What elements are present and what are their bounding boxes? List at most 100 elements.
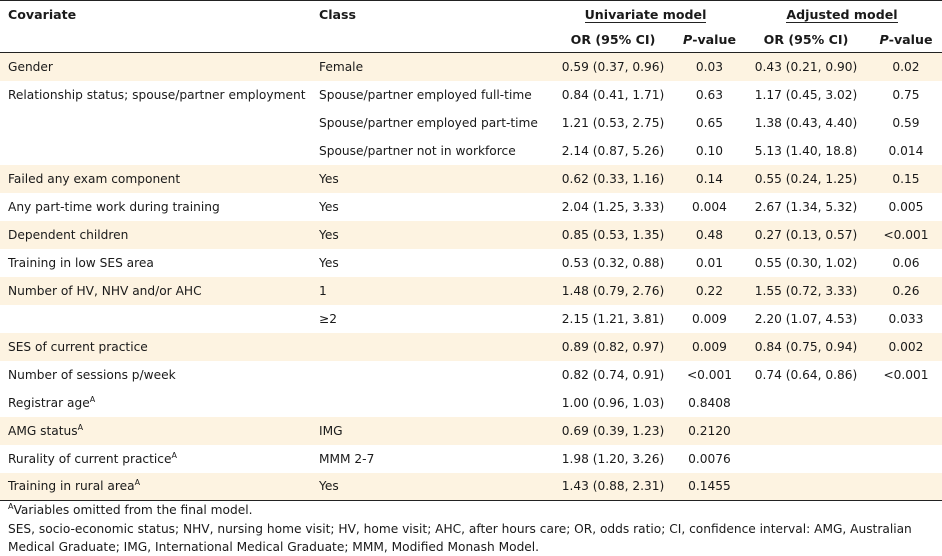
univariate-or-cell: 0.62 (0.33, 1.16) [549,164,677,193]
adjusted-p-cell: 0.014 [888,143,924,158]
class-cell: Yes [319,199,339,214]
class-cell: Yes [319,255,339,270]
univariate-p-cell: 0.8408 [688,395,731,410]
header-row-1: Covariate Class Univariate model Adjuste… [0,0,942,28]
covariate-cell: Gender [0,52,311,81]
adjusted-p-cell: <0.001 [870,220,942,249]
adjusted-or-cell: 1.55 (0.72, 3.33) [742,276,870,305]
class-cell: Yes [311,220,549,249]
omitted-footnote: AVariables omitted from the final model. [8,501,253,517]
univariate-or-cell: 0.82 (0.74, 0.91) [561,367,665,382]
adjusted-or-cell: 2.67 (1.34, 5.32) [754,199,858,214]
univariate-or-header: OR (95% CI) [549,27,677,53]
univariate-p-cell: 0.009 [692,311,727,326]
covariate-cell: Number of HV, NHV and/or AHC [0,276,311,305]
class-cell [311,332,549,361]
adjusted-or-cell: 0.55 (0.24, 1.25) [742,164,870,193]
table-row: Registrar ageA 1.00 (0.96, 1.03) 0.8408 [0,389,942,417]
adjusted-or-cell [742,445,870,473]
univariate-p-cell: 0.1455 [677,472,742,501]
table-row: Failed any exam component Yes 0.62 (0.33, … [0,164,942,193]
covariate-cell [0,137,311,165]
univariate-p-cell: 0.48 [677,220,742,249]
univariate-or-cell: 2.14 (0.87, 5.26) [561,143,665,158]
adjusted-or-cell: 0.74 (0.64, 0.86) [754,367,858,382]
covariate-cell: Relationship status; spouse/partner empl… [8,87,306,102]
table-row: Number of sessions p/week 0.82 (0.74, 0.9… [0,361,942,389]
univariate-label: Univariate model [584,6,707,23]
adjusted-or-cell [742,389,870,417]
table-row: Training in low SES area Yes 0.53 (0.32, 0… [0,249,942,277]
adjusted-p-cell [870,416,942,445]
covariate-cell: Dependent children [0,220,311,249]
class-cell: Spouse/partner employed full-time [319,87,532,102]
univariate-p-cell: 0.0076 [688,451,731,466]
univariate-p-cell: 0.01 [695,255,724,270]
table-row: Any part-time work during training Yes 2.0… [0,193,942,221]
adjusted-or-cell: 5.13 (1.40, 18.8) [754,143,858,158]
adjusted-or-cell [742,416,870,445]
covariate-cell: Any part-time work during training [8,199,220,214]
covariate-cell: AMG statusA [0,416,311,445]
table-row: Training in rural areaA Yes 1.43 (0.88, 2.… [0,472,942,501]
adjusted-label: Adjusted model [786,6,898,23]
footnote-marker: A [89,394,96,404]
class-cell: Yes [311,472,549,501]
adjusted-or-cell: 0.84 (0.75, 0.94) [742,332,870,361]
covariate-cell: Training in rural areaA [0,472,311,501]
adjusted-p-cell: 0.06 [892,255,920,270]
class-cell: 1 [311,276,549,305]
covariate-cell: Failed any exam component [0,164,311,193]
class-header: Class [311,0,549,28]
univariate-or-cell: 2.04 (1.25, 3.33) [561,199,665,214]
adjusted-p-cell: 0.002 [870,332,942,361]
univariate-p-cell: 0.2120 [677,416,742,445]
class-cell: IMG [311,416,549,445]
class-cell [311,361,549,389]
univariate-p-cell: 0.004 [692,199,727,214]
covariate-cell: Training in low SES area [8,255,154,270]
table-body: Gender Female 0.59 (0.37, 0.96) 0.03 0.43 (0… [0,52,942,501]
covariate-cell: Registrar ageA [8,394,96,410]
adjusted-p-cell: 0.26 [870,276,942,305]
univariate-header: Univariate model [549,0,742,28]
univariate-or-cell: 0.89 (0.82, 0.97) [549,332,677,361]
adjusted-or-cell: 1.17 (0.45, 3.02) [754,87,858,102]
covariate-cell [0,109,311,137]
univariate-p-cell: <0.001 [686,367,733,382]
adjusted-p-header: P-value [870,27,942,53]
header-row-2: OR (95% CI) P-value OR (95% CI) P-value [0,27,942,53]
adjusted-or-cell [742,472,870,501]
univariate-or-cell: 1.21 (0.53, 2.75) [561,115,665,130]
table-row: Dependent children Yes 0.85 (0.53, 1.35) 0.… [0,220,942,249]
adjusted-p-cell: 0.005 [888,199,924,214]
univariate-p-cell: 0.14 [677,164,742,193]
class-cell: Yes [311,164,549,193]
blank-header [311,27,549,53]
results-table: Covariate Class Univariate model Adjuste… [0,0,942,501]
univariate-or-cell: 0.84 (0.41, 1.71) [561,87,665,102]
footnote-marker: A [171,450,177,460]
adjusted-header: Adjusted model [742,0,942,28]
class-cell: Spouse/partner employed part-time [319,115,538,130]
covariate-cell: SES of current practice [0,332,311,361]
class-cell: Female [311,52,549,81]
covariate-header: Covariate [0,0,311,28]
adjusted-or-header: OR (95% CI) [742,27,870,53]
class-cell: ≥2 [319,311,337,326]
covariate-cell: Number of sessions p/week [8,367,176,382]
adjusted-or-cell: 0.55 (0.30, 1.02) [754,255,858,270]
abbreviations-footnote: SES, socio-economic status; NHV, nursing… [8,522,912,554]
covariate-cell: Rurality of current practiceA [8,450,177,466]
adjusted-p-cell: 0.02 [870,52,942,81]
adjusted-or-cell: 2.20 (1.07, 4.53) [754,311,858,326]
table-row: SES of current practice 0.89 (0.82, 0.97)… [0,332,942,361]
class-cell: Spouse/partner not in workforce [319,143,516,158]
adjusted-p-cell [870,472,942,501]
adjusted-p-cell [870,445,942,473]
univariate-or-cell: 0.59 (0.37, 0.96) [549,52,677,81]
footnote-marker: A [77,422,84,432]
blank-header [0,27,311,53]
adjusted-p-cell: 0.15 [870,164,942,193]
adjusted-p-cell: 0.75 [892,87,920,102]
